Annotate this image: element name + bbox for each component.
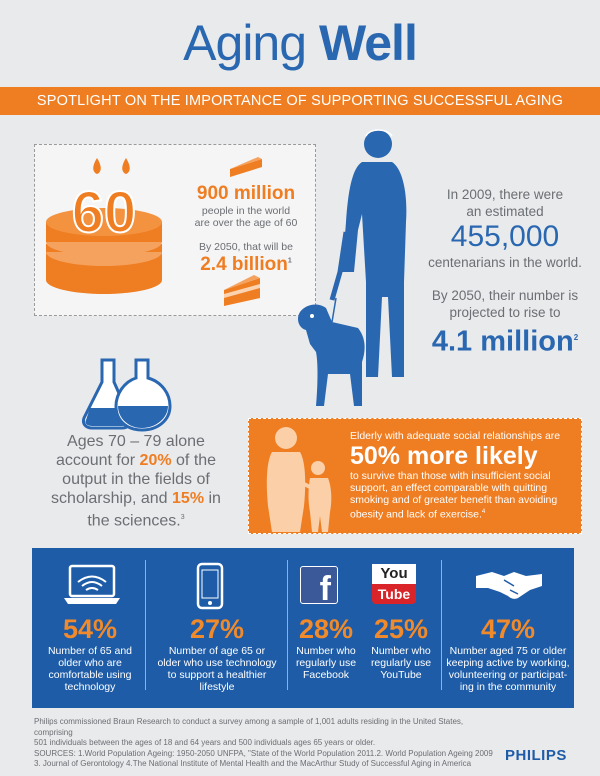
centenarian-line-5: projected to rise to: [449, 305, 561, 320]
cake-slice-icon: [230, 157, 262, 177]
spotlight-banner: SPOTLIGHT ON THE IMPORTANCE OF SUPPORTIN…: [0, 87, 600, 115]
elderly-man-walking-dog-icon: [298, 129, 407, 406]
centenarian-line-1: In 2009, there were: [446, 187, 564, 202]
stat-2-4-billion: 2.4 billion1: [200, 254, 292, 275]
philips-logo: PHILIPS: [505, 747, 567, 764]
page-title: Aging Well: [0, 14, 600, 72]
youtube-icon: You Tube: [372, 564, 416, 606]
stat-facebook: 28% Number who regularly use Facebook: [295, 614, 357, 681]
stat-health-technology: 27% Number of age 65 or older who use te…: [157, 614, 277, 693]
title-part-well: Well: [318, 15, 418, 71]
centenarian-line-4: By 2050, their number is: [431, 288, 579, 303]
stat-4-1-million: 4.1 million2: [431, 325, 579, 358]
scholarship-stat: Ages 70 – 79 alone account for 20% of th…: [51, 433, 221, 530]
cake-slice-icon-large: [224, 275, 260, 306]
social-intro: Elderly with adequate social relationshi…: [350, 430, 561, 442]
elderly-with-child-icon: [266, 427, 332, 532]
sources-footnote: Philips commissioned Braun Research to c…: [34, 717, 493, 768]
stat-2050-desc: By 2050, that will be: [199, 241, 293, 253]
title-part-aging: Aging: [183, 15, 307, 71]
stat-900-desc-2: are over the age of 60: [194, 217, 298, 229]
birthday-cake-icon: 60: [46, 158, 162, 294]
facebook-icon: f: [300, 566, 338, 604]
laptop-wifi-icon: [64, 564, 120, 604]
divider: [441, 560, 442, 690]
stat-900-million: 900 million: [196, 183, 296, 204]
stat-community-activity: 47% Number aged 75 or older keeping acti…: [446, 614, 570, 693]
stat-youtube: 25% Number who regularly use YouTube: [370, 614, 432, 681]
stat-900-desc-1: people in the world: [201, 205, 291, 217]
smartphone-icon: [196, 562, 224, 610]
stat-technology-comfort: 54% Number of 65 and older who are comfo…: [47, 614, 133, 693]
laboratory-flask-icon: [82, 358, 172, 432]
divider: [145, 560, 146, 690]
stat-455000: 455,000: [450, 220, 560, 253]
centenarian-line-2: an estimated: [466, 204, 544, 219]
stat-50-percent: 50% more likely: [350, 442, 538, 470]
candle-number: 60: [72, 180, 137, 245]
handshake-icon: [476, 572, 542, 599]
divider: [287, 560, 288, 690]
centenarian-line-3: centenarians in the world.: [428, 255, 582, 270]
